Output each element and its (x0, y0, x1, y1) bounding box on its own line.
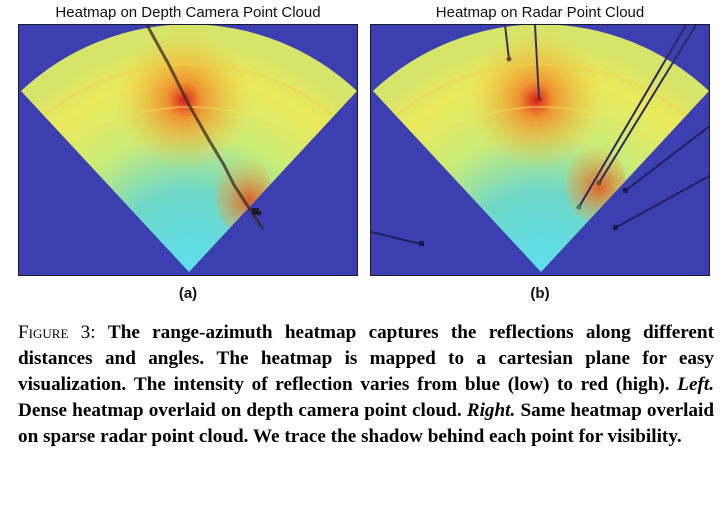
depth-point-marker (252, 208, 259, 215)
caption-right-label: Right. (466, 400, 516, 421)
caption-figure-number: 3: (80, 322, 96, 343)
radar-shadow-trace (371, 231, 422, 245)
heatmap-a-svg (19, 25, 357, 275)
heatmap-b-peak (373, 25, 709, 272)
radar-point (596, 180, 602, 186)
caption-sentence-1: The range-azimuth heatmap captures the r… (18, 322, 714, 369)
panel-a-label: (a) (178, 285, 198, 302)
caption-figure-word: Figure (18, 322, 69, 343)
radar-shadow-trace (624, 125, 709, 192)
panel-b-title: Heatmap on Radar Point Cloud (435, 4, 645, 21)
radar-point (623, 188, 628, 193)
radar-point (536, 96, 542, 102)
radar-shadow-trace (578, 25, 687, 208)
caption-sentence-2: The heatmap is mapped to a cartesian pla… (18, 348, 715, 395)
heatmap-b-svg (371, 25, 709, 275)
radar-shadow-trace (504, 25, 510, 60)
panel-b-heatmap (370, 24, 710, 276)
panel-a-heatmap (18, 24, 358, 276)
radar-shadow-trace (614, 174, 709, 229)
caption-left-label: Left. (677, 374, 715, 395)
radar-point (613, 225, 618, 230)
caption-sentence-3: The intensity of reflection varies from … (133, 374, 670, 395)
radar-shadow-trace (534, 25, 540, 100)
radar-point (506, 56, 512, 62)
caption-left-text: Dense heatmap overlaid on depth camera p… (18, 400, 462, 421)
figure-caption: Figure 3: The range-azimuth heatmap capt… (18, 320, 714, 450)
radar-point (576, 204, 582, 210)
caption-right-text: Same heatmap overlaid on sparse radar po… (18, 400, 715, 447)
radar-point (419, 241, 424, 246)
panel-b-label: (b) (530, 285, 550, 302)
radar-shadow-trace (598, 25, 697, 184)
panel-a-title: Heatmap on Depth Camera Point Cloud (55, 4, 321, 21)
heatmap-a-peak (21, 25, 357, 272)
